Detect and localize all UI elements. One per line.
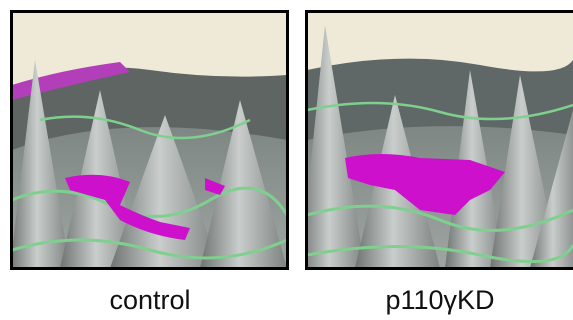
figure: control p110γKD xyxy=(0,0,573,320)
panel-control xyxy=(10,12,288,269)
panel-p110-kd xyxy=(300,12,573,269)
panel-label: p110γKD xyxy=(385,285,494,315)
panel-label: control xyxy=(109,285,190,315)
